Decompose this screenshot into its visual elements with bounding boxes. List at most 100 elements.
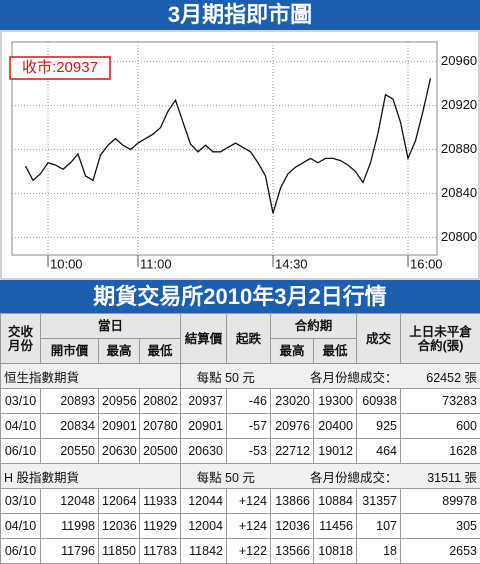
cell: -46 bbox=[226, 388, 271, 414]
x-tick-label: 11:00 bbox=[140, 256, 172, 271]
header-cell: 上日未平倉 合約(張) bbox=[400, 313, 480, 364]
cell: 12004 bbox=[180, 513, 227, 539]
cell: 31357 bbox=[356, 488, 402, 514]
cell: 20500 bbox=[139, 438, 181, 464]
y-tick-label: 20800 bbox=[441, 229, 477, 244]
cell: 925 bbox=[356, 413, 402, 439]
header-text: 上日未平倉 bbox=[409, 324, 472, 339]
header-cell: 最高 bbox=[98, 338, 140, 364]
cell: 20630 bbox=[180, 438, 227, 464]
cell: 11842 bbox=[180, 538, 227, 564]
cell: 12044 bbox=[180, 488, 227, 514]
cell: 22712 bbox=[270, 438, 314, 464]
cell: 11929 bbox=[139, 513, 181, 539]
header-cell: 成交 bbox=[356, 313, 402, 364]
table-body: 恒生指數期貨 每點 50 元各月份總成交： 62452 張 03/10 20893 209… bbox=[0, 363, 480, 564]
chart: 20800 20840 20880 20920 20960 10:00 11:00 14:30… bbox=[0, 30, 480, 280]
cell: 20630 bbox=[98, 438, 140, 464]
data-row: 06/10 11796 11850 11783 11842 +122 13566 10818 1… bbox=[0, 538, 480, 564]
header-cell: 結算價 bbox=[180, 313, 227, 364]
header-text: 交收 bbox=[7, 324, 33, 339]
header-cell: 最高 bbox=[270, 338, 314, 364]
page-title: 3月期指即市圖 bbox=[0, 0, 480, 30]
cell: -57 bbox=[226, 413, 271, 439]
cell: 11796 bbox=[40, 538, 99, 564]
cell: 20893 bbox=[40, 388, 99, 414]
cell: 04/10 bbox=[0, 513, 41, 539]
cell: 18 bbox=[356, 538, 402, 564]
header-text: 月份 bbox=[7, 338, 33, 353]
header-cell: 交收 月份 bbox=[0, 313, 41, 364]
group-row: 恒生指數期貨 每點 50 元各月份總成交： 62452 張 bbox=[0, 363, 480, 389]
group-unit: 每點 50 元 bbox=[180, 463, 271, 489]
cell: 20956 bbox=[98, 388, 140, 414]
y-tick-label: 20840 bbox=[441, 185, 477, 200]
group-total: 62452 張 bbox=[400, 363, 480, 389]
cell: 11850 bbox=[98, 538, 140, 564]
x-tick-label: 16:00 bbox=[410, 256, 443, 271]
cell: 60938 bbox=[356, 388, 402, 414]
cell: 305 bbox=[400, 513, 480, 539]
header-cell: 合約期 bbox=[269, 313, 358, 339]
cell: +122 bbox=[226, 538, 271, 564]
cell: 20901 bbox=[98, 413, 140, 439]
cell: 20400 bbox=[312, 413, 358, 439]
y-tick-label: 20880 bbox=[441, 141, 477, 156]
data-row: 06/10 20550 20630 20500 20630 -53 22712 19012 46… bbox=[0, 438, 480, 464]
cell: 11783 bbox=[139, 538, 181, 564]
header-text: 合約(張) bbox=[417, 338, 464, 353]
header-cell: 當日 bbox=[40, 313, 181, 339]
cell: 2653 bbox=[400, 538, 480, 564]
data-row: 03/10 12048 12064 11933 12044 +124 13866 10884 3… bbox=[0, 488, 480, 514]
cell: 600 bbox=[400, 413, 480, 439]
cell: 20976 bbox=[270, 413, 314, 439]
group-unit: 每點 50 元 bbox=[180, 363, 271, 389]
data-row: 03/10 20893 20956 20802 20937 -46 23020 19300 60… bbox=[0, 388, 480, 414]
cell: 20901 bbox=[180, 413, 227, 439]
data-row: 04/10 20834 20901 20780 20901 -57 20976 20400 92… bbox=[0, 413, 480, 439]
cell: 23020 bbox=[270, 388, 314, 414]
annotation-box bbox=[9, 56, 111, 80]
cell: 11933 bbox=[139, 488, 181, 514]
cell: 12048 bbox=[40, 488, 99, 514]
group-total-label: 各月份總成交： bbox=[270, 463, 401, 489]
cell: 20937 bbox=[180, 388, 227, 414]
x-tick-label: 14:30 bbox=[275, 256, 308, 271]
data-row: 04/10 11998 12036 11929 12004 +124 12036 11456 1… bbox=[0, 513, 480, 539]
cell: 20780 bbox=[139, 413, 181, 439]
cell: 12036 bbox=[98, 513, 140, 539]
cell: 19012 bbox=[312, 438, 358, 464]
cell: 20834 bbox=[40, 413, 99, 439]
cell: 10818 bbox=[312, 538, 358, 564]
cell: 11456 bbox=[312, 513, 358, 539]
quote-table: 交收 月份 當日 結算價 起跌 合約期 成交 上日未平倉 合約(張) 開市價 最高 … bbox=[0, 313, 480, 564]
cell: 89978 bbox=[400, 488, 480, 514]
cell: 19300 bbox=[312, 388, 358, 414]
group-name: H 股指數期貨 bbox=[0, 463, 181, 489]
group-total: 31511 張 bbox=[400, 463, 480, 489]
price-line bbox=[24, 78, 432, 214]
cell: 107 bbox=[356, 513, 402, 539]
cell: 1628 bbox=[400, 438, 480, 464]
cell: 12064 bbox=[98, 488, 140, 514]
header-cell: 最低 bbox=[312, 338, 358, 364]
group-total-label: 各月份總成交： bbox=[270, 363, 401, 389]
cell: 20802 bbox=[139, 388, 181, 414]
header-cell: 最低 bbox=[139, 338, 181, 364]
section-title: 期貨交易所2010年3月2日行情 bbox=[0, 280, 480, 313]
cell: 13866 bbox=[270, 488, 314, 514]
y-tick-label: 20920 bbox=[441, 97, 477, 112]
group-row: H 股指數期貨 每點 50 元各月份總成交： 31511 張 bbox=[0, 463, 480, 489]
cell: 11998 bbox=[40, 513, 99, 539]
cell: 04/10 bbox=[0, 413, 41, 439]
y-tick-label: 20960 bbox=[441, 53, 477, 68]
cell: 12036 bbox=[270, 513, 314, 539]
cell: 03/10 bbox=[0, 388, 41, 414]
x-tick-label: 10:00 bbox=[50, 256, 83, 271]
group-name: 恒生指數期貨 bbox=[0, 363, 181, 389]
cell: 06/10 bbox=[0, 438, 41, 464]
cell: +124 bbox=[226, 488, 271, 514]
header-cell: 開市價 bbox=[40, 338, 99, 364]
annotation: 收市:20937 bbox=[22, 59, 98, 76]
